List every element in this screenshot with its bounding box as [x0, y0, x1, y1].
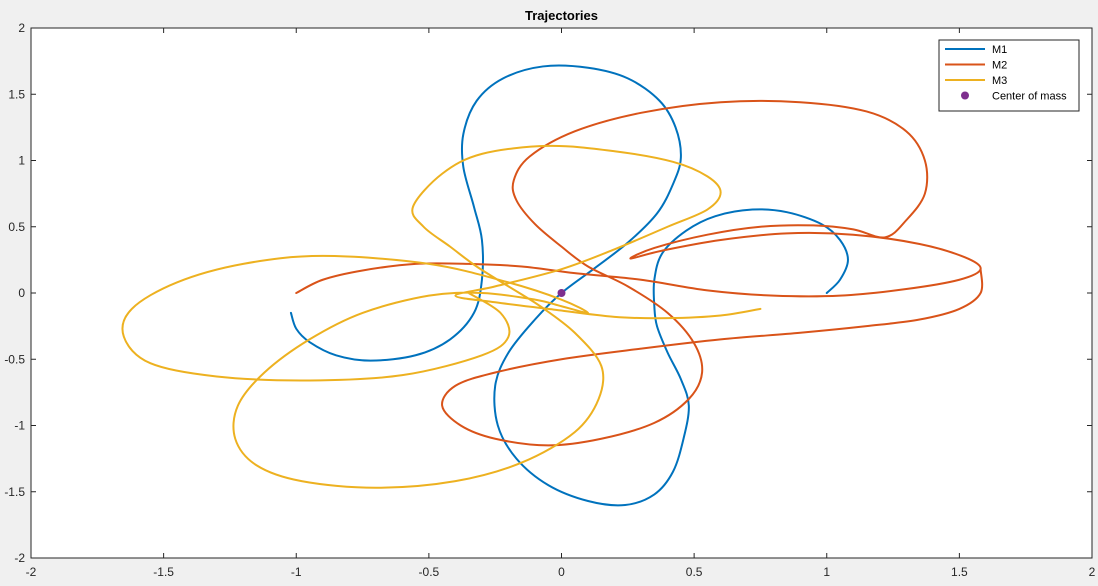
tick-layer: -2 -1.5 -1 -0.5 0 0.5 1 1.5 2 -2 -1.5 -1 -0.5 0 0.5 1 1.… [4, 21, 1095, 579]
series-layer [121, 64, 984, 507]
legend-box [938, 39, 1080, 112]
legend-swatch-center-of-mass [961, 91, 969, 100]
series-line-m1 [289, 64, 849, 507]
x-tick-label: -1.5 [153, 565, 174, 579]
y-tick-label: 0 [18, 286, 25, 300]
legend-label: M2 [992, 60, 1007, 72]
y-tick-label: 1 [18, 154, 25, 168]
y-tick-label: -0.5 [4, 352, 25, 366]
y-tick-label: -2 [14, 551, 25, 565]
y-tick-label: 0.5 [8, 220, 25, 234]
x-tick-label: -2 [26, 565, 37, 579]
y-tick-label: 2 [18, 21, 25, 35]
y-tick-label: -1 [14, 419, 25, 433]
x-tick-label: 2 [1089, 565, 1096, 579]
legend-label: M3 [992, 75, 1007, 87]
x-tick-label: 0.5 [686, 565, 703, 579]
x-tick-label: -0.5 [419, 565, 440, 579]
x-tick-label: -1 [291, 565, 302, 579]
series-line-m2 [295, 99, 984, 447]
x-tick-label: 0 [558, 565, 565, 579]
legend[interactable]: M1 M2 M3 Center of mass [938, 39, 1080, 112]
x-tick-label: 1.5 [951, 565, 968, 579]
legend-label: Center of mass [992, 91, 1067, 103]
y-tick-label: -1.5 [4, 485, 25, 499]
series-line-m3 [121, 144, 762, 489]
x-tick-label: 1 [823, 565, 830, 579]
chart-title: Trajectories [525, 8, 598, 23]
marker-layer [557, 289, 566, 297]
legend-label: M1 [992, 44, 1007, 56]
center-of-mass-marker [557, 289, 566, 297]
y-tick-label: 1.5 [8, 87, 25, 101]
